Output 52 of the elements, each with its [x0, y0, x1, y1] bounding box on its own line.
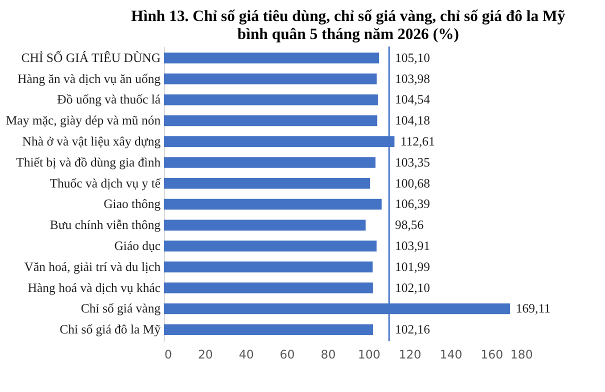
y-tick-label: Giao thông: [104, 197, 162, 212]
x-tick-label: 80: [320, 347, 336, 362]
data-label: 102,16: [394, 322, 430, 337]
data-label: 106,39: [394, 197, 430, 212]
bar: [164, 324, 374, 336]
y-tick-label: Chỉ số giá đô la Mỹ: [60, 322, 162, 337]
y-tick-label: Thuốc và dịch vụ y tế: [50, 176, 161, 190]
y-tick-label: Thiết bị và đồ dùng gia đình: [16, 155, 162, 170]
data-label: 100,68: [394, 176, 430, 190]
y-tick-label: May mặc, giày dép và mũ nón: [6, 114, 162, 128]
data-label: 103,91: [394, 238, 430, 253]
y-tick-label: CHỈ SỐ GIÁ TIÊU DÙNG: [21, 50, 161, 65]
x-tick-label: 120: [398, 347, 422, 362]
y-tick-label: Chỉ số giá vàng: [80, 302, 162, 316]
bar: [164, 157, 376, 168]
data-label: 101,99: [394, 260, 430, 274]
x-tick-label: 160: [480, 347, 504, 362]
bar: [164, 115, 378, 126]
y-tick-label: Bưu chính viễn thông: [50, 218, 162, 232]
x-tick-label: 0: [164, 347, 172, 362]
bar: [164, 262, 373, 272]
x-tick-label: 40: [238, 347, 254, 362]
bar: [164, 282, 373, 294]
bar: [164, 198, 382, 210]
y-tick-label: Giáo dục: [114, 238, 161, 253]
bar: [164, 73, 377, 84]
data-label: 104,18: [394, 114, 430, 128]
bar: [164, 220, 366, 231]
bar: [164, 240, 377, 252]
y-tick-label: Văn hoá, giải trí và du lịch: [24, 260, 162, 274]
y-tick-label: Nhà ở và vật liệu xây dựng: [22, 134, 162, 149]
data-label: 169,11: [516, 302, 551, 316]
data-label: 98,56: [394, 218, 424, 232]
data-label: 112,61: [400, 134, 435, 149]
y-tick-label: Đồ uống và thuốc lá: [57, 92, 161, 107]
x-tick-label: 180: [510, 347, 533, 362]
data-label: 103,35: [394, 155, 430, 170]
bar: [164, 52, 380, 64]
x-tick-label: 20: [198, 347, 213, 362]
data-label: 104,54: [394, 92, 431, 107]
y-tick-label: Hàng hoá và dịch vụ khác: [28, 280, 161, 295]
data-label: 105,10: [394, 50, 430, 65]
bar: [164, 178, 370, 189]
text: Hình 13. Chỉ số giá tiêu dùng, chỉ số giá vàng, chỉ số giá đô la Mỹ: [131, 8, 566, 26]
y-tick-label: Hàng ăn và dịch vụ ăn uống: [18, 72, 162, 86]
data-label: 103,98: [394, 72, 430, 86]
x-tick-label: 60: [280, 347, 295, 362]
x-tick-label: 100: [358, 347, 380, 362]
x-tick-label: 140: [440, 347, 462, 362]
data-label: 102,10: [394, 280, 430, 295]
bar: [164, 94, 378, 106]
text: bình quân 5 tháng năm 2026 (%): [237, 26, 459, 43]
